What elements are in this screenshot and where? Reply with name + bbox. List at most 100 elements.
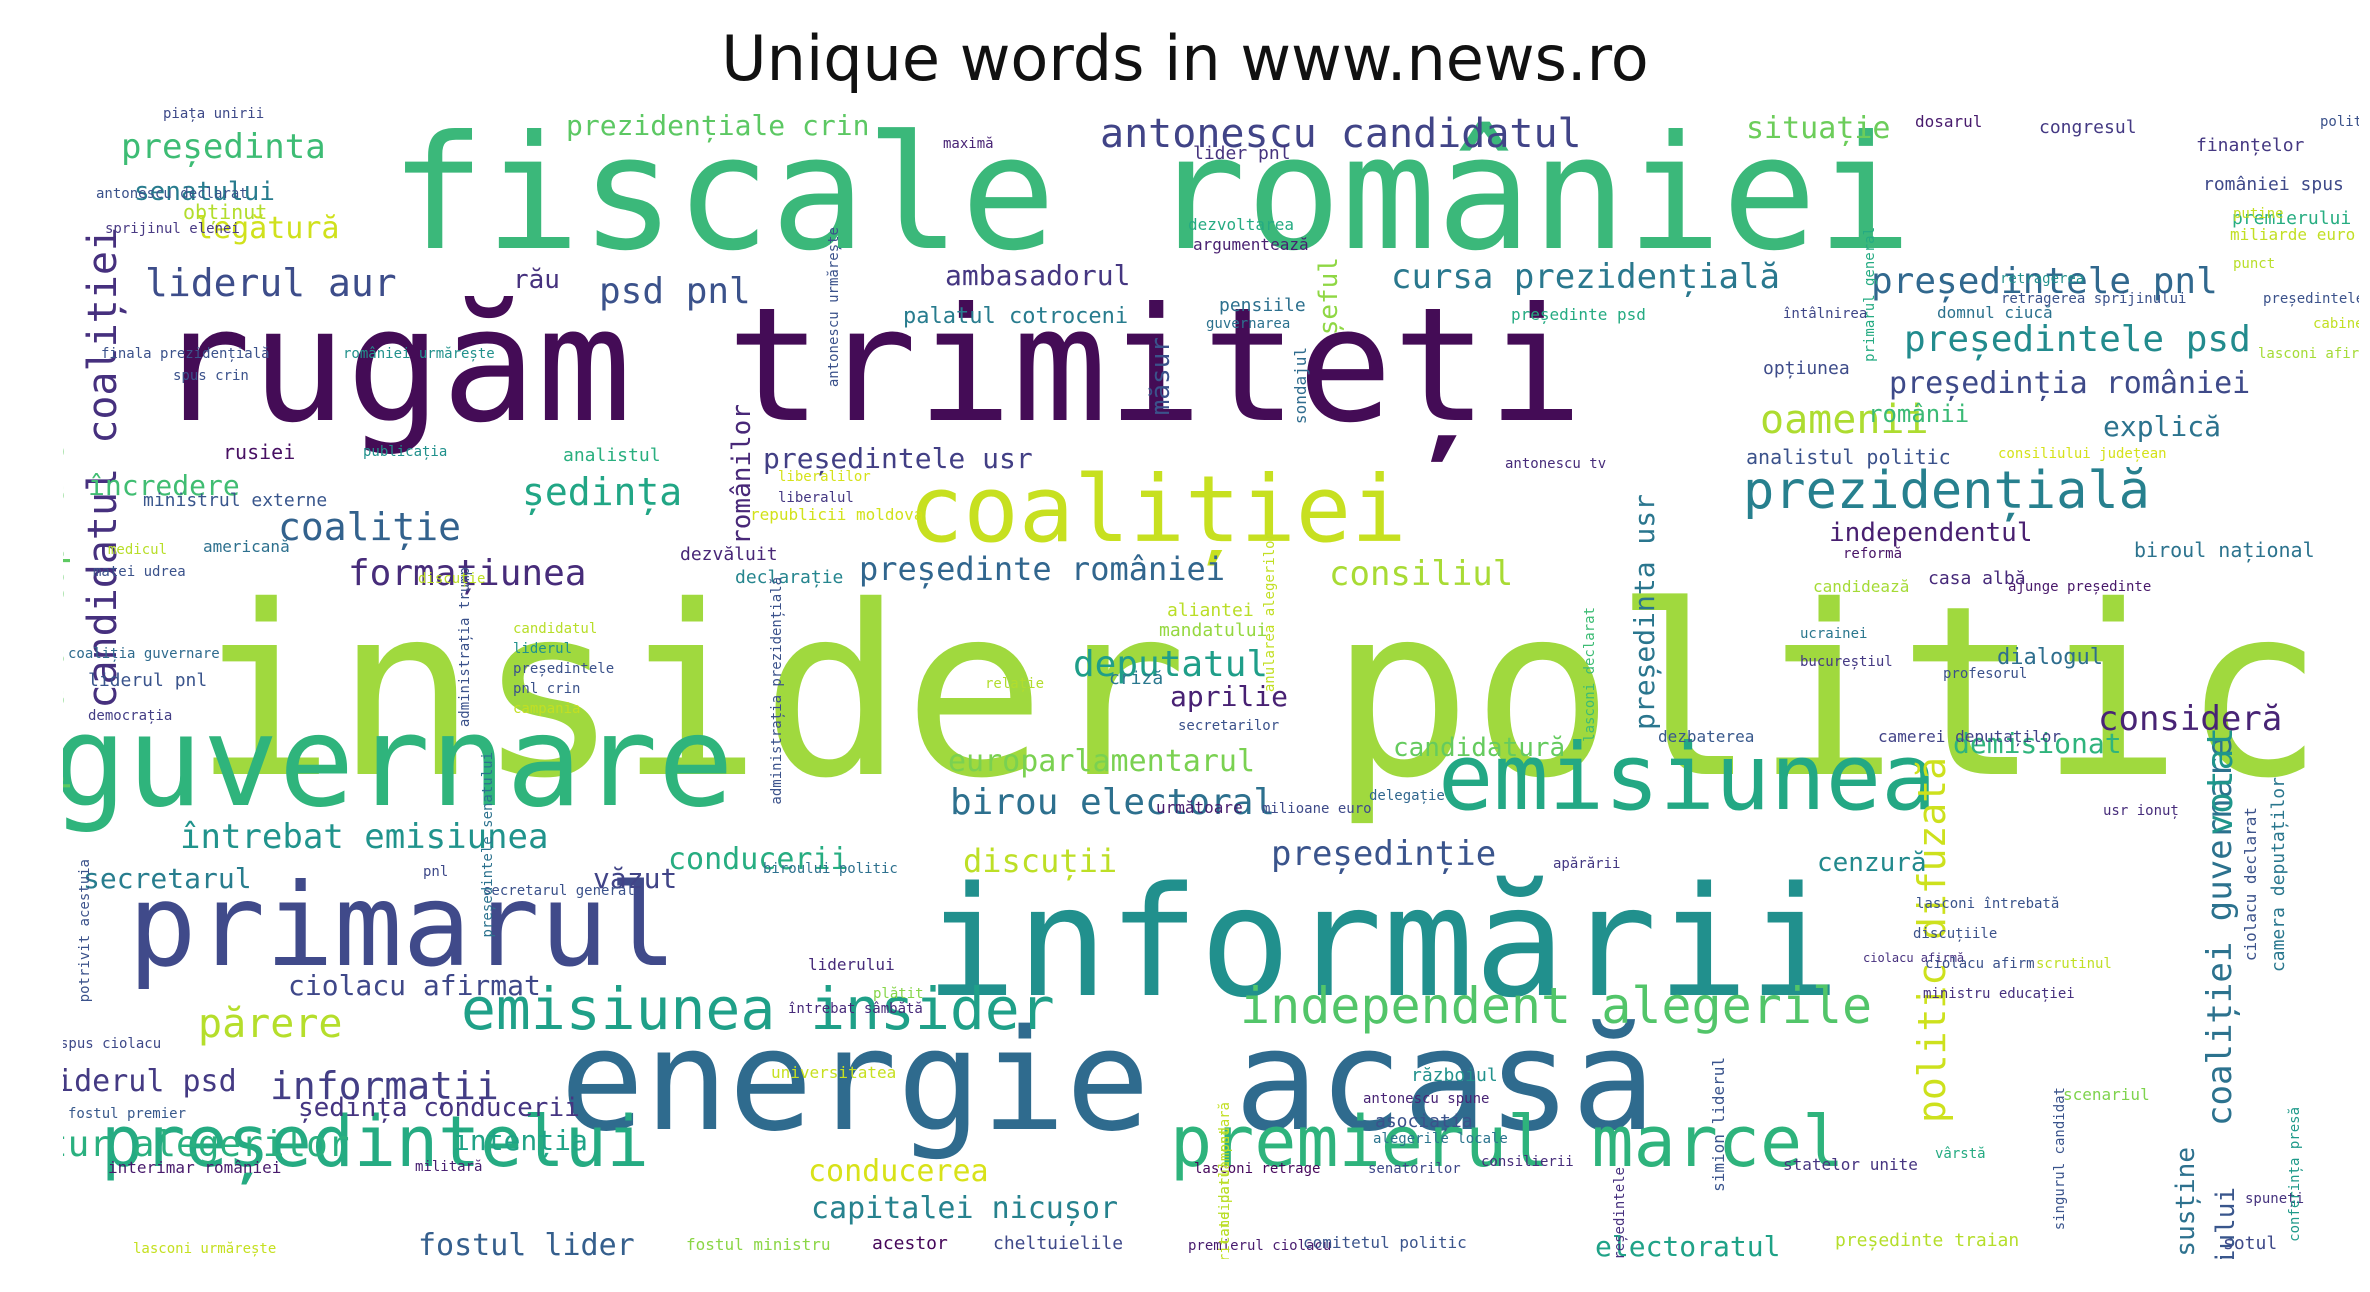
cloud-word: liderul aur (145, 261, 397, 305)
cloud-word: senatului (134, 177, 275, 207)
cloud-word: democrația (88, 708, 173, 724)
cloud-word: dezvăluit (680, 544, 778, 565)
cloud-word: punct (2233, 256, 2276, 272)
cloud-word: spuneți (2245, 1191, 2305, 1207)
cloud-word: consilierii (1481, 1154, 1574, 1170)
cloud-word: lider pnl (1193, 143, 1291, 164)
cloud-word: ciolacu declarat (2241, 807, 2260, 962)
cloud-word: delegație (1369, 788, 1445, 804)
cloud-word: liberalilor (778, 469, 871, 485)
cloud-word: fostul lider (418, 1228, 635, 1260)
cloud-word: conducerea (808, 1154, 989, 1189)
cloud-word: matei udrea (93, 564, 186, 580)
cloud-word: ministrul externe (143, 490, 328, 511)
cloud-word: fostul premier (68, 1106, 187, 1122)
cloud-word: cursa prezidențială (1391, 257, 1780, 297)
chart-title: Unique words in www.news.ro (721, 22, 1649, 95)
cloud-word: explică (2103, 410, 2222, 443)
cloud-word: fostul ministru (686, 1235, 831, 1254)
cloud-word: româniei urmărește (343, 346, 495, 362)
cloud-word: formațiunea (348, 553, 587, 594)
cloud-word: președinte româniei (859, 550, 1226, 588)
cloud-word: președinta (121, 127, 326, 167)
cloud-word: antonescu spune (1363, 1091, 1490, 1107)
cloud-word: cheltuielile (993, 1233, 1124, 1254)
cloud-word: președintele klaus (2263, 291, 2359, 307)
cloud-word: măsur (1146, 337, 1176, 416)
cloud-word: primarul general (1862, 227, 1878, 362)
cloud-word: capitalei nicușor (811, 1191, 1119, 1226)
cloud-word: declarație (735, 567, 844, 588)
cloud-word: situație (1746, 111, 1891, 146)
cloud-word: președinție (1271, 834, 1497, 874)
cloud-word: ședința conducerii (298, 1093, 580, 1123)
cloud-word: președintele senatului (480, 752, 496, 938)
cloud-word: informații (270, 1064, 499, 1108)
cloud-word: sprijinul elenei (105, 221, 240, 237)
cloud-word: birou electoral (950, 782, 1276, 823)
cloud-word: finala prezidențială (101, 346, 270, 362)
cloud-word: demisionat (1953, 727, 2122, 760)
cloud-word: mandatului (1159, 620, 1268, 641)
cloud-word: administrația prezidențială (769, 577, 785, 805)
cloud-word: secretarilor (1178, 718, 1280, 734)
cloud-word: deputatul (1073, 644, 1269, 685)
cloud-word: ucrainei (1800, 626, 1868, 642)
cloud-word: liderului (808, 955, 895, 974)
cloud-word: războiul (1411, 1065, 1498, 1086)
cloud-word: candidatul (513, 621, 598, 637)
cloud-word: secretarul general (483, 883, 635, 899)
cloud-word: scrutinul (2036, 956, 2112, 972)
cloud-word: rusiei (223, 440, 296, 464)
cloud-word: scenariul (2063, 1085, 2150, 1104)
cloud-word: argumentează (1193, 235, 1309, 254)
cloud-word: premierul ciolacu (1188, 1238, 1332, 1254)
cloud-word: emisiunea (1438, 724, 1937, 831)
cloud-word: lasconi urmărește (133, 1241, 277, 1257)
cloud-word: ședința (522, 470, 683, 514)
cloud-word: antonescu declarat (96, 186, 248, 202)
cloud-word: următoare (1156, 798, 1243, 817)
cloud-word: camerei deputaților (1878, 727, 2062, 746)
cloud-word: piața unirii (163, 107, 265, 122)
cloud-word: lasconi retrage (1194, 1161, 1321, 1177)
cloud-word: intenția (453, 1124, 588, 1157)
cloud-word: președintele (513, 661, 615, 677)
cloud-word: președintele pnl (1871, 261, 2218, 302)
cloud-word: energie acasă (560, 1000, 1656, 1163)
cloud-word: potrivit acestuia (77, 859, 93, 1003)
cloud-word: pensiile (1219, 295, 1306, 316)
cloud-word: informării (925, 854, 1841, 1031)
cloud-word: cabinetul (2313, 316, 2359, 332)
cloud-word: casa albă (1928, 568, 2026, 589)
cloud-word: lasconi declarat (1582, 607, 1598, 742)
cloud-word: coaliției (908, 456, 1407, 563)
cloud-word: sondajul (1291, 347, 1310, 425)
cloud-word: prezidențială (1743, 461, 2150, 521)
cloud-word: antonescu urmărește (826, 227, 842, 388)
cloud-word: antonescu tv (1505, 456, 1607, 472)
cloud-word: plătit (873, 986, 924, 1002)
cloud-word: biroul național (2134, 538, 2315, 562)
cloud-word: dialogul (1997, 645, 2103, 670)
cloud-word: spus crin (173, 368, 249, 384)
cloud-word: singurul candidat (2052, 1087, 2068, 1231)
cloud-word: statelor unite (1783, 1155, 1918, 1174)
cloud-word: relație (985, 676, 1045, 692)
cloud-word: lasconi afirmat (2258, 346, 2359, 362)
cloud-word: candidatură (1393, 733, 1566, 763)
cloud-word: premierul marcel (1170, 1101, 1845, 1183)
cloud-word: întâlnirea (1783, 306, 1868, 322)
cloud-word: candidează (1813, 577, 1910, 596)
cloud-word: coaliția guvernare (68, 646, 220, 662)
cloud-word: ambasadorul (945, 259, 1131, 292)
cloud-word: independent alegerile (1240, 977, 1873, 1035)
cloud-word: românii (1868, 400, 1970, 428)
cloud-word: liderul (513, 641, 573, 657)
cloud-word: finanțelor (2196, 135, 2305, 156)
cloud-word: biroului politic (763, 861, 898, 877)
cloud-word: primarul capitalei (63, 422, 72, 791)
cloud-word: miliarde euro (2230, 225, 2356, 244)
cloud-word: vârstă (1935, 1146, 1986, 1162)
cloud-word: conducerii (668, 842, 849, 877)
